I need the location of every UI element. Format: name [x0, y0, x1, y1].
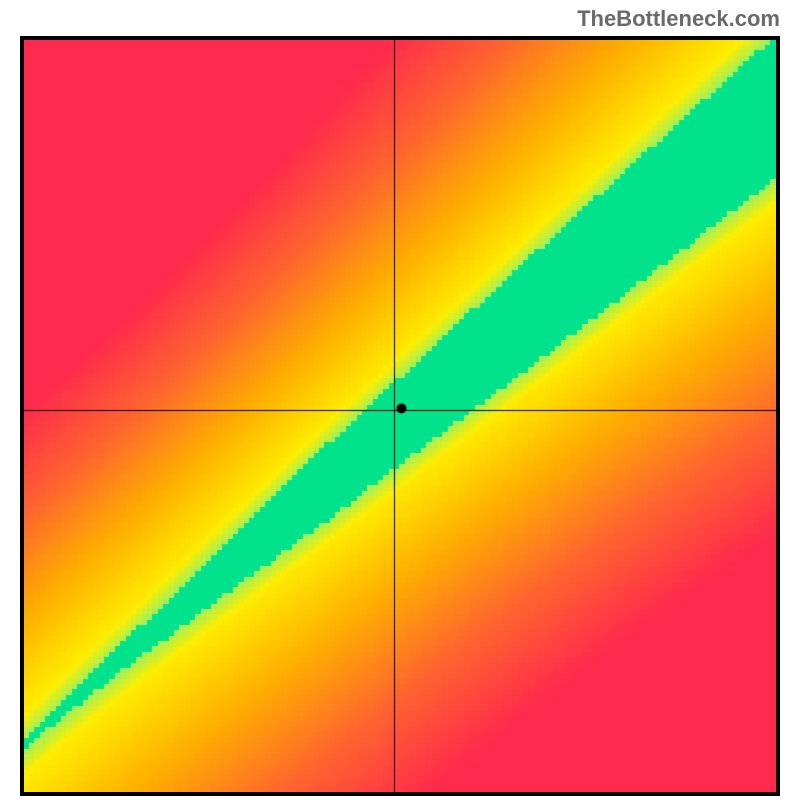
- chart-container: TheBottleneck.com: [0, 0, 800, 800]
- watermark-text: TheBottleneck.com: [577, 6, 780, 32]
- bottleneck-heatmap: [20, 36, 780, 796]
